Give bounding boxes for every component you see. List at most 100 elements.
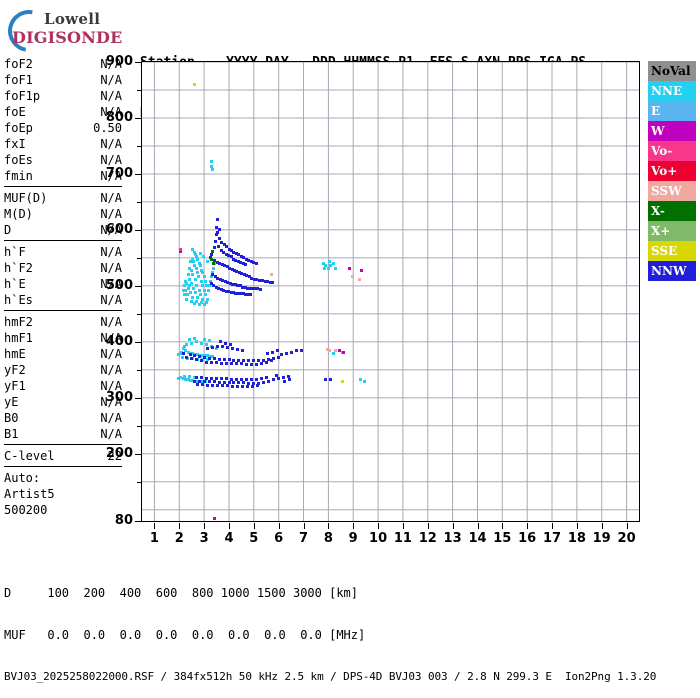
data-point bbox=[264, 376, 268, 380]
data-point bbox=[288, 378, 292, 382]
data-point bbox=[324, 264, 328, 268]
data-point bbox=[198, 251, 202, 255]
x-axis-tick bbox=[626, 523, 628, 529]
param-row: fmin N/A bbox=[4, 168, 122, 184]
data-point bbox=[221, 384, 225, 387]
data-point bbox=[225, 361, 228, 365]
x-axis-label: 18 bbox=[567, 531, 586, 546]
data-point bbox=[190, 282, 194, 286]
data-point bbox=[185, 293, 189, 297]
data-point bbox=[338, 349, 342, 353]
param-row: yE N/A bbox=[4, 394, 122, 410]
data-point bbox=[184, 279, 188, 283]
data-point bbox=[275, 349, 279, 353]
footer-distance-row: D 100 200 400 600 800 1000 1500 3000 [km… bbox=[4, 586, 359, 600]
data-point bbox=[192, 259, 196, 263]
data-point bbox=[201, 297, 205, 301]
data-point bbox=[184, 378, 187, 382]
data-point bbox=[205, 360, 209, 364]
legend-item-w[interactable]: W bbox=[648, 121, 696, 141]
data-point bbox=[232, 381, 236, 385]
x-axis-tick bbox=[353, 523, 355, 529]
data-point bbox=[220, 361, 223, 365]
data-point bbox=[217, 286, 220, 290]
data-point bbox=[218, 277, 222, 281]
data-point bbox=[186, 273, 190, 277]
legend-item-x[interactable]: X- bbox=[648, 201, 696, 221]
data-point bbox=[207, 357, 211, 361]
param-divider bbox=[4, 240, 122, 241]
param-group-profile: hmF2 N/A hmF1 N/A hmE N/A yF2 N/A yF1 N/A yE N… bbox=[4, 314, 122, 442]
param-name: foF1 bbox=[4, 73, 33, 87]
auto-software: Artist5 bbox=[4, 487, 55, 501]
data-point bbox=[239, 377, 243, 381]
data-point bbox=[193, 264, 197, 268]
data-point bbox=[239, 292, 243, 296]
data-point bbox=[206, 297, 210, 301]
legend-item-x[interactable]: X+ bbox=[648, 221, 696, 241]
data-point bbox=[274, 374, 278, 377]
legend-item-vo[interactable]: Vo- bbox=[648, 141, 696, 161]
data-point bbox=[195, 255, 199, 259]
data-point bbox=[202, 303, 206, 307]
data-point bbox=[231, 384, 235, 388]
data-point bbox=[196, 295, 200, 299]
param-value: N/A bbox=[100, 89, 122, 103]
legend-item-ssw[interactable]: SSW bbox=[648, 181, 696, 201]
data-point bbox=[266, 351, 269, 355]
data-point bbox=[325, 348, 329, 352]
data-point bbox=[185, 356, 189, 360]
data-point bbox=[234, 251, 238, 255]
data-point bbox=[268, 281, 272, 284]
legend-item-sse[interactable]: SSE bbox=[648, 241, 696, 261]
data-point bbox=[223, 264, 226, 268]
data-point bbox=[220, 263, 224, 267]
data-point bbox=[257, 359, 261, 363]
legend-item-vo[interactable]: Vo+ bbox=[648, 161, 696, 181]
data-point bbox=[267, 358, 271, 362]
x-axis-label: 9 bbox=[348, 531, 358, 546]
data-point bbox=[242, 381, 246, 385]
data-point bbox=[189, 259, 192, 263]
x-axis-tick bbox=[378, 523, 380, 529]
data-point bbox=[269, 273, 273, 277]
data-point bbox=[279, 352, 283, 356]
x-axis-tick bbox=[303, 523, 305, 529]
data-point bbox=[186, 378, 190, 382]
data-point bbox=[208, 284, 212, 288]
data-point bbox=[211, 271, 215, 274]
data-point bbox=[234, 291, 238, 295]
param-name: D bbox=[4, 223, 12, 237]
param-row: foF2 N/A bbox=[4, 56, 122, 72]
data-point bbox=[195, 300, 199, 304]
x-axis-tick bbox=[328, 523, 330, 529]
data-point bbox=[215, 260, 219, 264]
data-point bbox=[215, 361, 218, 365]
data-point bbox=[255, 277, 259, 281]
data-point bbox=[206, 354, 210, 358]
legend-item-e[interactable]: E bbox=[648, 101, 696, 121]
data-point bbox=[236, 291, 240, 295]
param-row: M(D) N/A bbox=[4, 206, 122, 222]
data-point bbox=[242, 359, 246, 363]
param-row: foF1p N/A bbox=[4, 88, 122, 104]
ionogram-plot-area[interactable] bbox=[141, 61, 640, 522]
legend-item-noval[interactable]: NoVal bbox=[648, 61, 696, 81]
legend-item-nnw[interactable]: NNW bbox=[648, 261, 696, 281]
data-point bbox=[191, 295, 195, 299]
auto-version: 500200 bbox=[4, 503, 48, 517]
data-point bbox=[262, 359, 266, 363]
data-point bbox=[189, 352, 192, 356]
data-point bbox=[202, 255, 206, 259]
data-point bbox=[222, 243, 226, 246]
x-axis-label: 4 bbox=[224, 531, 234, 546]
data-point bbox=[220, 240, 223, 244]
legend-item-nne[interactable]: NNE bbox=[648, 81, 696, 101]
logo-lowell-text: Lowell bbox=[44, 10, 101, 28]
data-point bbox=[256, 287, 260, 291]
data-point bbox=[179, 249, 182, 253]
data-point bbox=[184, 288, 187, 292]
data-point bbox=[230, 248, 233, 252]
data-point bbox=[328, 259, 332, 263]
data-point bbox=[190, 300, 194, 304]
